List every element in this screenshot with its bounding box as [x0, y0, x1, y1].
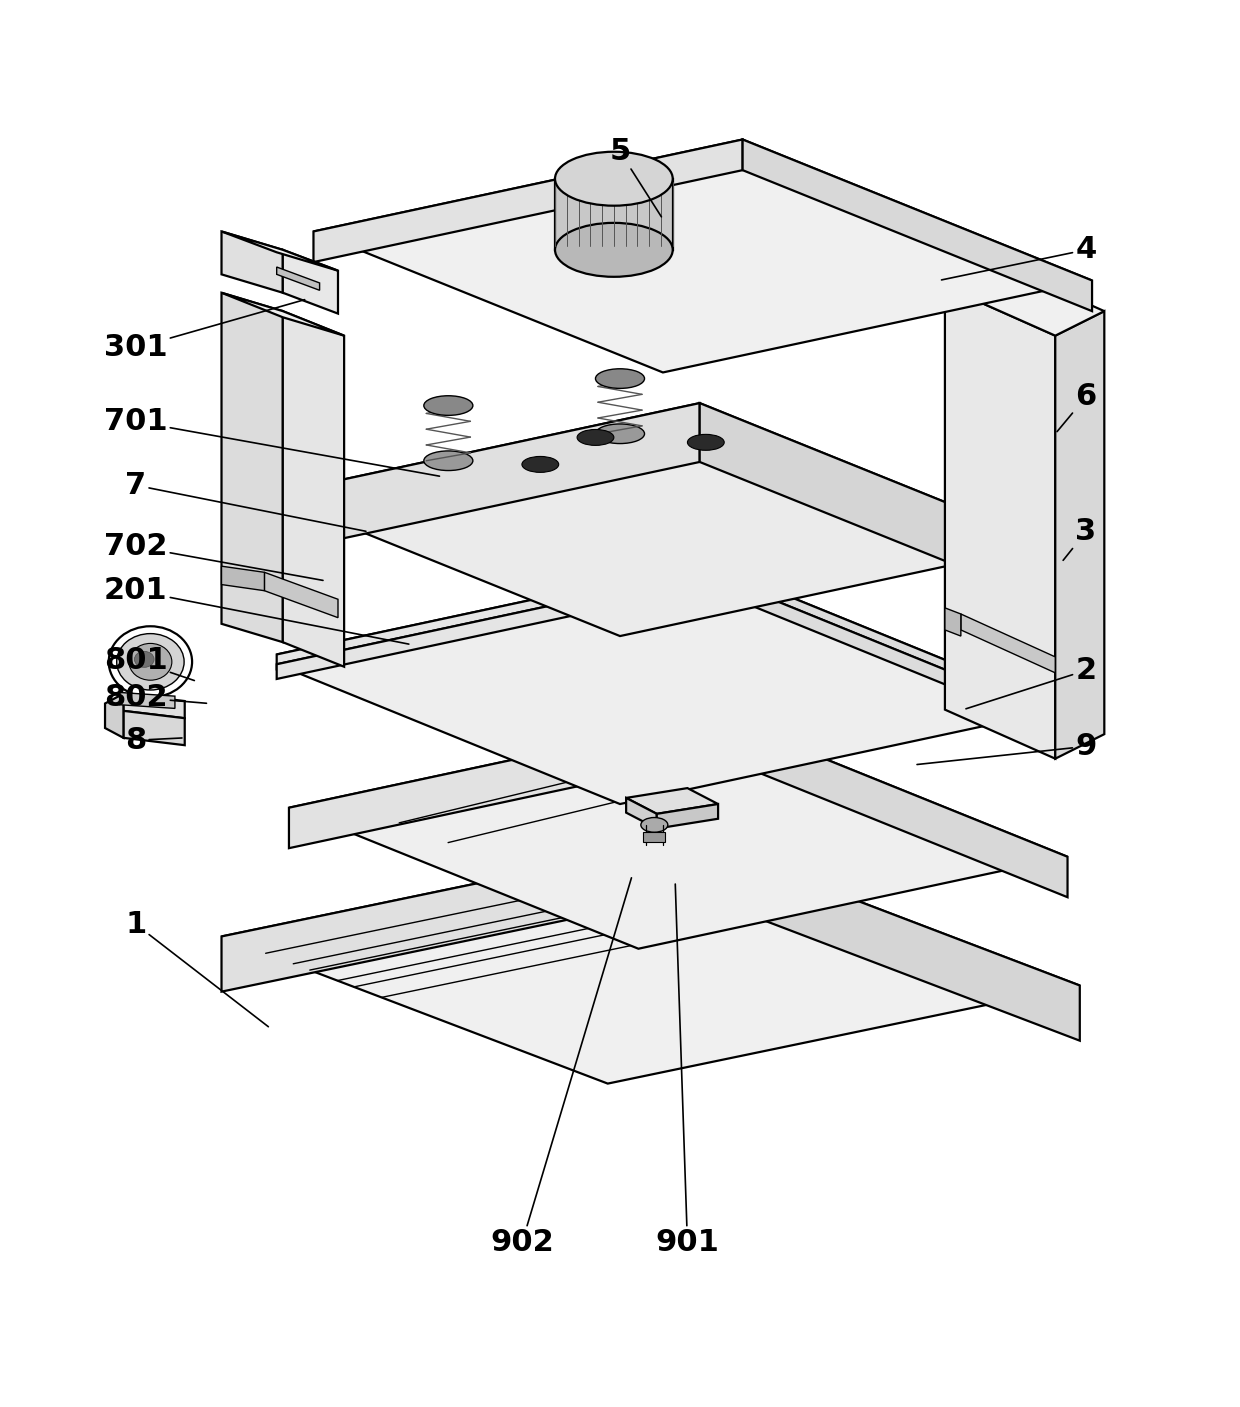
Polygon shape: [222, 231, 283, 293]
Polygon shape: [706, 573, 1049, 727]
Polygon shape: [644, 833, 666, 841]
Text: 6: 6: [1056, 383, 1096, 432]
Polygon shape: [657, 803, 718, 829]
Polygon shape: [277, 573, 1049, 803]
Text: 201: 201: [104, 577, 409, 644]
Polygon shape: [270, 402, 1049, 636]
Text: 802: 802: [104, 682, 207, 712]
Polygon shape: [120, 692, 175, 708]
Polygon shape: [289, 716, 1068, 948]
Text: 702: 702: [104, 532, 322, 581]
Polygon shape: [945, 262, 1105, 336]
Polygon shape: [124, 694, 185, 718]
Polygon shape: [264, 573, 339, 618]
Ellipse shape: [595, 424, 645, 443]
Polygon shape: [277, 267, 320, 290]
Polygon shape: [961, 613, 1055, 673]
Text: 5: 5: [609, 138, 661, 217]
Ellipse shape: [109, 626, 192, 698]
Text: 2: 2: [966, 656, 1096, 709]
Ellipse shape: [556, 152, 673, 205]
Polygon shape: [945, 287, 1055, 758]
Polygon shape: [222, 566, 264, 591]
Polygon shape: [693, 839, 1080, 1041]
Ellipse shape: [641, 817, 668, 833]
Polygon shape: [706, 563, 1049, 718]
Text: 301: 301: [104, 300, 305, 363]
Polygon shape: [718, 704, 780, 756]
Polygon shape: [277, 563, 706, 670]
Text: 902: 902: [490, 878, 631, 1258]
Polygon shape: [945, 608, 961, 636]
Polygon shape: [222, 839, 693, 992]
Polygon shape: [283, 250, 339, 314]
Polygon shape: [105, 694, 124, 737]
Polygon shape: [222, 293, 283, 642]
Text: 901: 901: [656, 884, 719, 1258]
Text: 701: 701: [104, 407, 439, 476]
Polygon shape: [277, 563, 1049, 794]
Ellipse shape: [424, 450, 472, 470]
Polygon shape: [626, 788, 718, 813]
Polygon shape: [314, 139, 743, 262]
Polygon shape: [556, 179, 673, 250]
Polygon shape: [222, 231, 339, 270]
Polygon shape: [1055, 311, 1105, 758]
Ellipse shape: [129, 643, 172, 680]
Polygon shape: [289, 716, 718, 848]
Ellipse shape: [522, 456, 559, 473]
Text: 8: 8: [125, 726, 182, 754]
Polygon shape: [314, 139, 1092, 373]
Ellipse shape: [687, 435, 724, 450]
Text: 3: 3: [1063, 518, 1096, 560]
Polygon shape: [283, 311, 345, 667]
Polygon shape: [277, 573, 706, 680]
Polygon shape: [718, 716, 1068, 898]
Ellipse shape: [556, 222, 673, 277]
Ellipse shape: [134, 651, 154, 667]
Polygon shape: [626, 798, 657, 829]
Polygon shape: [743, 139, 1092, 311]
Polygon shape: [222, 839, 1080, 1083]
Ellipse shape: [595, 369, 645, 388]
Text: 7: 7: [125, 471, 366, 532]
Text: 1: 1: [125, 910, 268, 1027]
Ellipse shape: [577, 429, 614, 446]
Text: 4: 4: [941, 235, 1096, 280]
Ellipse shape: [117, 633, 184, 689]
Text: 9: 9: [918, 732, 1096, 764]
Polygon shape: [270, 402, 699, 554]
Polygon shape: [124, 711, 185, 746]
Ellipse shape: [424, 395, 472, 415]
Polygon shape: [718, 704, 841, 749]
Text: 801: 801: [104, 646, 195, 681]
Polygon shape: [699, 402, 1049, 604]
Polygon shape: [222, 293, 345, 336]
